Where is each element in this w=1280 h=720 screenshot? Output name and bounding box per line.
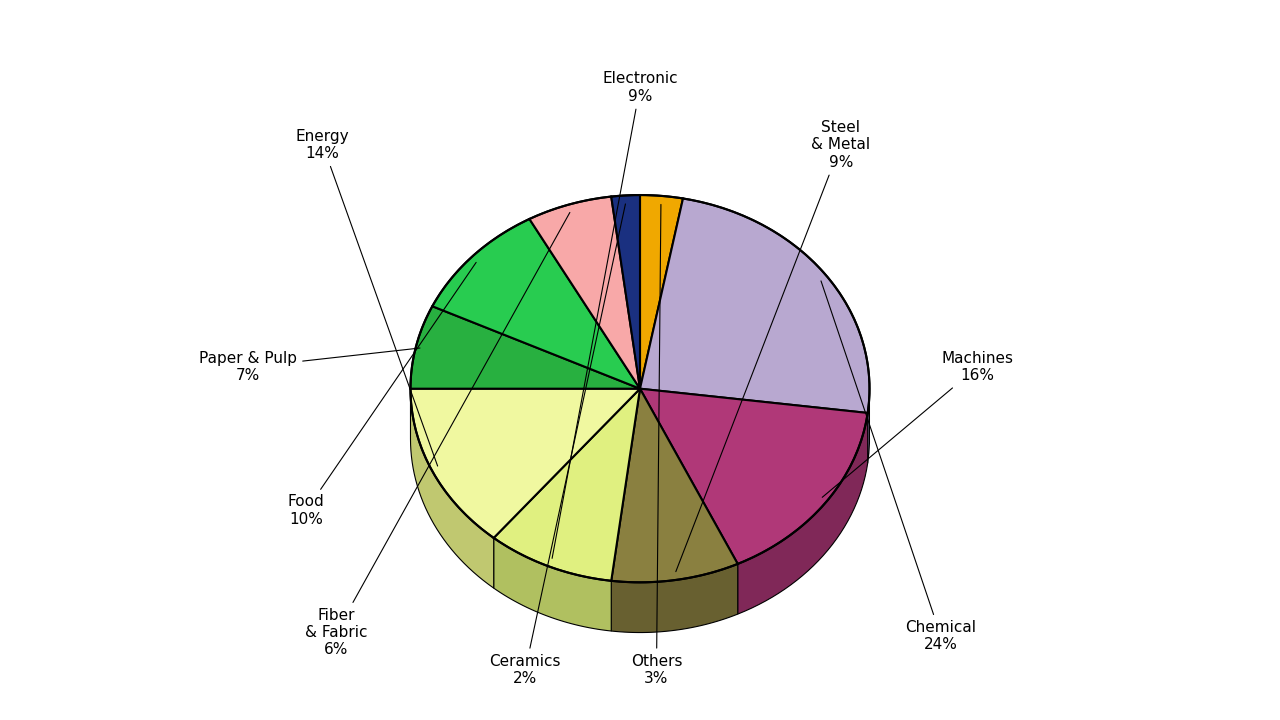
Polygon shape	[612, 195, 640, 389]
Text: Energy
14%: Energy 14%	[296, 129, 438, 466]
Text: Fiber
& Fabric
6%: Fiber & Fabric 6%	[305, 212, 570, 657]
Text: Others
3%: Others 3%	[631, 204, 682, 686]
Text: Food
10%: Food 10%	[288, 262, 476, 527]
Text: Steel
& Metal
9%: Steel & Metal 9%	[676, 120, 870, 572]
Polygon shape	[737, 413, 868, 614]
Polygon shape	[612, 564, 737, 633]
Polygon shape	[530, 197, 640, 389]
Polygon shape	[640, 195, 684, 389]
Text: Chemical
24%: Chemical 24%	[820, 281, 977, 652]
Polygon shape	[612, 389, 737, 582]
Polygon shape	[411, 389, 640, 538]
Polygon shape	[868, 393, 869, 463]
Text: Machines
16%: Machines 16%	[822, 351, 1014, 498]
Polygon shape	[411, 306, 640, 389]
Polygon shape	[640, 389, 868, 564]
Polygon shape	[494, 538, 612, 631]
Polygon shape	[640, 199, 869, 413]
Polygon shape	[433, 219, 640, 389]
Polygon shape	[411, 389, 494, 588]
Polygon shape	[494, 389, 640, 581]
Text: Electronic
9%: Electronic 9%	[552, 71, 678, 558]
Text: Ceramics
2%: Ceramics 2%	[489, 204, 626, 686]
Text: Paper & Pulp
7%: Paper & Pulp 7%	[200, 348, 420, 383]
